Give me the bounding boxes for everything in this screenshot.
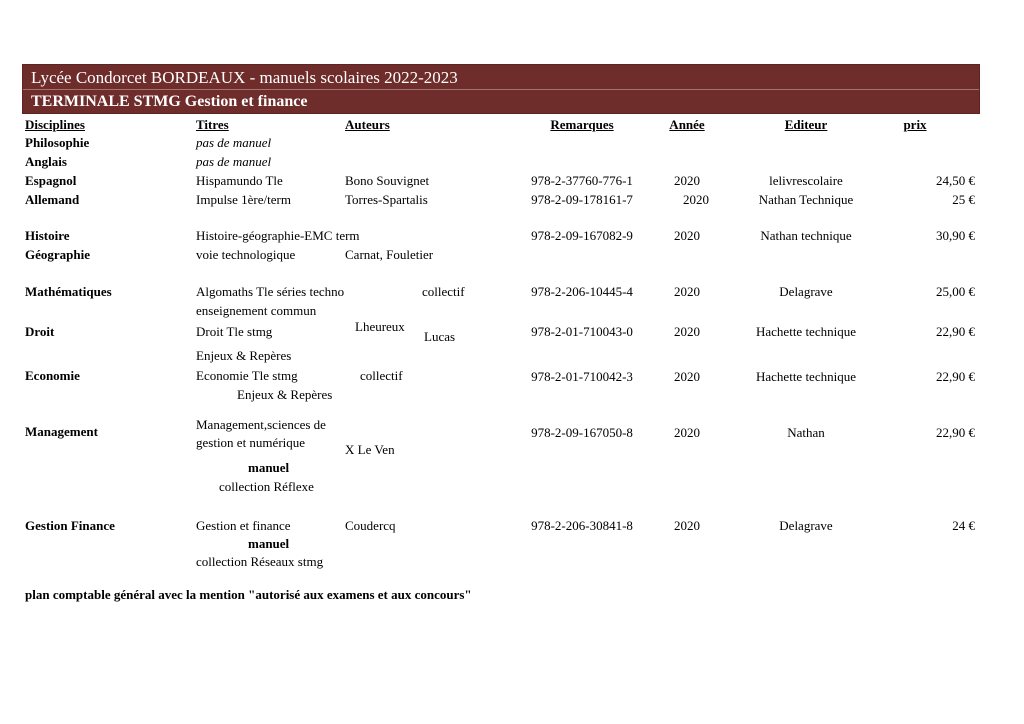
footer-note: plan comptable général avec la mention "…: [25, 587, 472, 602]
isbn-droit: 978-2-01-710043-0: [531, 324, 633, 339]
discipline-gestion-finance: Gestion Finance: [25, 518, 115, 533]
titre-gestion-l1: Gestion et finance: [196, 518, 291, 533]
editeur-droit: Hachette technique: [756, 324, 856, 339]
auteur-espagnol: Bono Souvignet: [345, 173, 430, 188]
column-header-prix: prix: [903, 117, 927, 132]
prix-gestion: 24 €: [952, 518, 975, 533]
titre-allemand: Impulse 1ère/term: [196, 192, 291, 207]
titre-philosophie: pas de manuel: [196, 135, 272, 150]
prix-economie: 22,90 €: [936, 369, 975, 384]
isbn-espagnol: 978-2-37760-776-1: [531, 173, 633, 188]
titre-economie-l2: Enjeux & Repères: [237, 387, 333, 402]
discipline-economie: Economie: [25, 368, 80, 383]
titre-histoire-l2: voie technologique: [196, 247, 296, 262]
prix-espagnol: 24,50 €: [936, 173, 975, 188]
titre-economie-l1: Economie Tle stmg: [196, 368, 298, 383]
auteur-mathematiques: collectif: [422, 284, 465, 299]
isbn-mathematiques: 978-2-206-10445-4: [531, 284, 633, 299]
discipline-anglais: Anglais: [25, 154, 67, 169]
isbn-management: 978-2-09-167050-8: [531, 425, 633, 440]
isbn-histoire: 978-2-09-167082-9: [531, 228, 633, 243]
editeur-management: Nathan: [787, 425, 825, 440]
titre-management-l1: Management,sciences de: [196, 417, 326, 432]
titre-histoire-l1: Histoire-géographie-EMC term: [196, 228, 360, 243]
discipline-philosophie: Philosophie: [25, 135, 90, 150]
isbn-allemand: 978-2-09-178161-7: [531, 192, 633, 207]
discipline-geographie: Géographie: [25, 247, 90, 262]
column-header-auteurs: Auteurs: [345, 117, 390, 132]
editeur-gestion: Delagrave: [779, 518, 833, 533]
auteur-gestion: Coudercq: [345, 518, 396, 533]
discipline-espagnol: Espagnol: [25, 173, 77, 188]
titre-gestion-l2: manuel: [248, 536, 290, 551]
titre-mathematiques-l2: enseignement commun: [196, 303, 317, 318]
editeur-histoire: Nathan technique: [760, 228, 852, 243]
annee-espagnol: 2020: [674, 173, 700, 188]
class-title: TERMINALE STMG Gestion et finance: [31, 93, 308, 110]
discipline-mathematiques: Mathématiques: [25, 284, 112, 299]
titre-droit-l1: Droit Tle stmg: [196, 324, 273, 339]
titre-management-l3: manuel: [248, 460, 290, 475]
annee-management: 2020: [674, 425, 700, 440]
prix-mathematiques: 25,00 €: [936, 284, 975, 299]
discipline-droit: Droit: [25, 324, 55, 339]
titre-droit-l2: Enjeux & Repères: [196, 348, 292, 363]
titre-management-l2: gestion et numérique: [196, 435, 306, 450]
titre-gestion-l3: collection Réseaux stmg: [196, 554, 324, 569]
annee-gestion: 2020: [674, 518, 700, 533]
annee-allemand: 2020: [683, 192, 709, 207]
editeur-economie: Hachette technique: [756, 369, 856, 384]
prix-allemand: 25 €: [952, 192, 975, 207]
annee-droit: 2020: [674, 324, 700, 339]
editeur-espagnol: lelivrescolaire: [769, 173, 843, 188]
prix-management: 22,90 €: [936, 425, 975, 440]
titre-anglais: pas de manuel: [196, 154, 272, 169]
column-header-editeur: Editeur: [784, 117, 828, 132]
annee-mathematiques: 2020: [674, 284, 700, 299]
discipline-management: Management: [25, 424, 98, 439]
annee-histoire: 2020: [674, 228, 700, 243]
column-header-disciplines: Disciplines: [25, 117, 85, 132]
auteur-droit-l2: Lucas: [424, 329, 456, 344]
editeur-mathematiques: Delagrave: [779, 284, 833, 299]
titre-espagnol: Hispamundo Tle: [196, 173, 283, 188]
annee-economie: 2020: [674, 369, 700, 384]
auteur-economie: collectif: [360, 368, 403, 383]
column-header-annee: Année: [669, 117, 705, 132]
prix-droit: 22,90 €: [936, 324, 975, 339]
isbn-gestion: 978-2-206-30841-8: [531, 518, 633, 533]
school-title: Lycée Condorcet BORDEAUX - manuels scola…: [23, 65, 979, 90]
prix-histoire: 30,90 €: [936, 228, 975, 243]
title-bar: Lycée Condorcet BORDEAUX - manuels scola…: [22, 64, 980, 114]
titre-management-l4: collection Réflexe: [219, 479, 314, 494]
editeur-allemand: Nathan Technique: [758, 192, 854, 207]
discipline-histoire: Histoire: [25, 228, 70, 243]
auteur-allemand: Torres-Spartalis: [345, 192, 428, 207]
discipline-allemand: Allemand: [25, 192, 80, 207]
auteur-droit-l1: Lheureux: [355, 319, 405, 334]
column-header-titres: Titres: [196, 117, 229, 132]
titre-mathematiques-l1: Algomaths Tle séries techno: [196, 284, 345, 299]
auteur-management: X Le Ven: [345, 442, 395, 457]
auteur-histoire: Carnat, Fouletier: [345, 247, 434, 262]
column-header-remarques: Remarques: [550, 117, 614, 132]
isbn-economie: 978-2-01-710042-3: [531, 369, 633, 384]
